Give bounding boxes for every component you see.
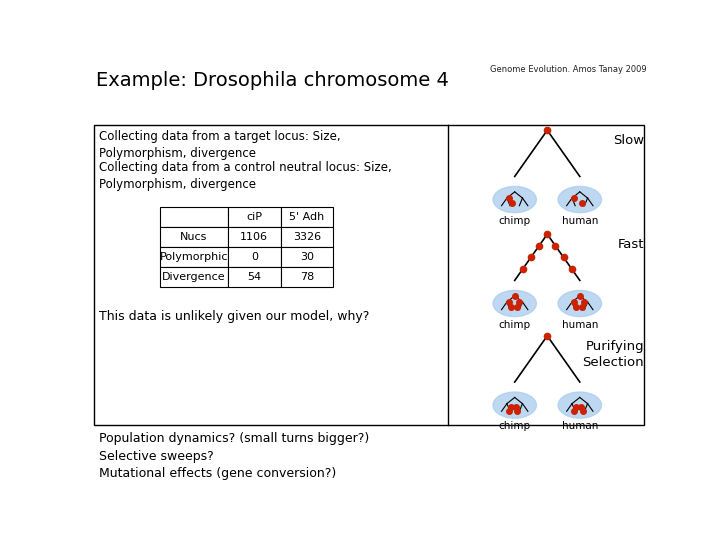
Bar bbox=[160, 227, 228, 247]
Bar bbox=[160, 267, 228, 287]
Text: Collecting data from a target locus: Size,
Polymorphism, divergence: Collecting data from a target locus: Siz… bbox=[99, 130, 341, 160]
Ellipse shape bbox=[558, 392, 601, 418]
Text: human: human bbox=[562, 421, 598, 431]
Bar bbox=[281, 267, 333, 287]
Ellipse shape bbox=[493, 186, 536, 213]
Text: Genome Evolution. Amos Tanay 2009: Genome Evolution. Amos Tanay 2009 bbox=[490, 65, 647, 74]
Bar bbox=[281, 247, 333, 267]
Bar bbox=[160, 247, 228, 267]
Text: 78: 78 bbox=[300, 272, 314, 282]
Text: Divergence: Divergence bbox=[162, 272, 225, 282]
Text: 3326: 3326 bbox=[293, 232, 321, 242]
Text: 0: 0 bbox=[251, 252, 258, 262]
Bar bbox=[281, 207, 333, 227]
Text: Purifying
Selection: Purifying Selection bbox=[582, 340, 644, 369]
Bar bbox=[281, 227, 333, 247]
Text: chimp: chimp bbox=[499, 421, 531, 431]
Text: chimp: chimp bbox=[499, 215, 531, 226]
Text: This data is unlikely given our model, why?: This data is unlikely given our model, w… bbox=[99, 309, 369, 323]
Text: Mutational effects (gene conversion?): Mutational effects (gene conversion?) bbox=[99, 467, 336, 480]
Text: Population dynamics? (small turns bigger?): Population dynamics? (small turns bigger… bbox=[99, 432, 369, 445]
Text: Nucs: Nucs bbox=[180, 232, 207, 242]
Text: human: human bbox=[562, 320, 598, 329]
Bar bbox=[160, 207, 228, 227]
Ellipse shape bbox=[493, 291, 536, 316]
Text: Example: Drosophila chromosome 4: Example: Drosophila chromosome 4 bbox=[96, 71, 449, 90]
Bar bbox=[228, 207, 281, 227]
Bar bbox=[228, 247, 281, 267]
Text: Selective sweeps?: Selective sweeps? bbox=[99, 450, 214, 463]
Ellipse shape bbox=[558, 291, 601, 316]
Text: ciP: ciP bbox=[246, 212, 262, 222]
Text: 1106: 1106 bbox=[240, 232, 269, 242]
Ellipse shape bbox=[493, 392, 536, 418]
Text: Polymorphic: Polymorphic bbox=[160, 252, 228, 262]
Ellipse shape bbox=[558, 186, 601, 213]
Bar bbox=[228, 267, 281, 287]
Bar bbox=[94, 125, 644, 425]
Text: 54: 54 bbox=[247, 272, 261, 282]
Bar bbox=[228, 227, 281, 247]
Text: Fast: Fast bbox=[618, 238, 644, 251]
Text: Slow: Slow bbox=[613, 134, 644, 147]
Text: 30: 30 bbox=[300, 252, 314, 262]
Text: Collecting data from a control neutral locus: Size,
Polymorphism, divergence: Collecting data from a control neutral l… bbox=[99, 161, 392, 191]
Text: chimp: chimp bbox=[499, 320, 531, 329]
Text: human: human bbox=[562, 215, 598, 226]
Text: 5' Adh: 5' Adh bbox=[289, 212, 325, 222]
